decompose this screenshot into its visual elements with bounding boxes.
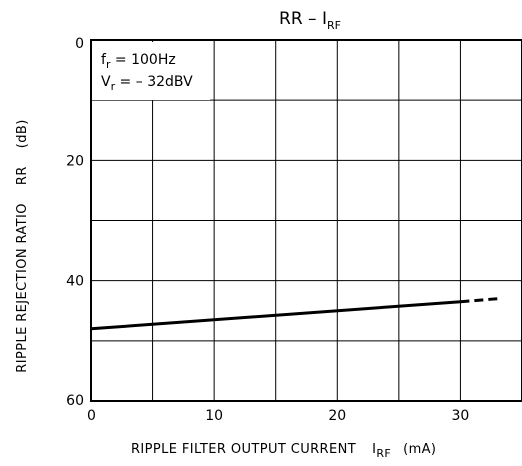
series-line-dashed [460,297,498,304]
y-tick-label: 20 [66,153,84,169]
y-tick-label: 0 [75,36,84,52]
annotation-frequency: fr = 100Hz [101,52,176,71]
x-tick-label: 0 [87,408,96,424]
annotation-box [92,42,210,100]
x-tick-label: 10 [205,408,223,424]
x-tick-label: 20 [328,408,346,424]
y-tick-label: 60 [66,393,84,409]
annotation-ripple-voltage: Vr = – 32dBV [101,74,193,93]
grid [91,40,522,401]
series-line-solid [90,300,461,331]
x-axis-label: RIPPLE FILTER OUTPUT CURRENT IRF (mA) [131,442,436,460]
y-tick-label: 40 [66,274,84,290]
y-axis-label: RIPPLE REJECTION RATIORR(dB) [15,119,30,372]
series-layer [90,297,498,331]
x-tick-label: 30 [452,408,470,424]
plot-frame [90,39,522,402]
chart-title: RR – IRF [279,9,341,32]
